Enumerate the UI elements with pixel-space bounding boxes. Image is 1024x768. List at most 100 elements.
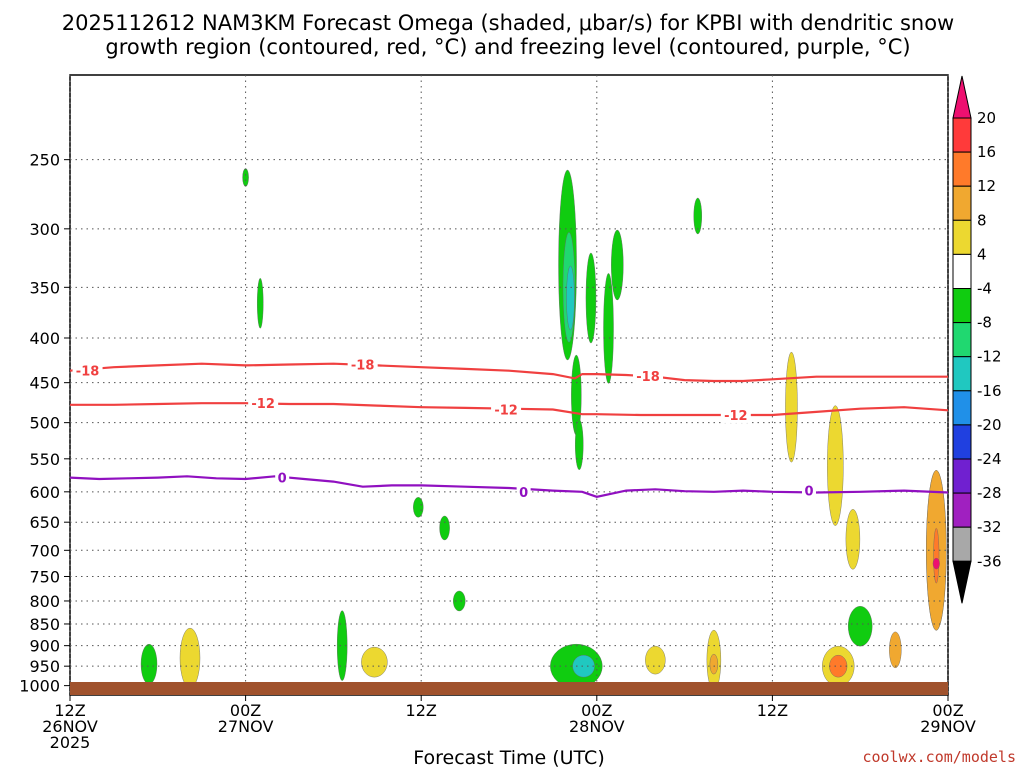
colorbar-segment-3 bbox=[952, 185, 972, 221]
omega-shading-layer bbox=[140, 168, 947, 691]
y-tick-label-500: 500 bbox=[29, 414, 60, 433]
ground-surface bbox=[70, 682, 948, 695]
omega-cell-5 bbox=[585, 252, 597, 344]
omega-cell-29 bbox=[645, 645, 666, 675]
omega-cell-9 bbox=[257, 278, 264, 329]
x-tick-label-0-1: 26NOV bbox=[42, 717, 98, 736]
colorbar-segment-9 bbox=[952, 390, 972, 426]
x-tick-label-5-0: 00Z bbox=[932, 701, 963, 720]
colorbar-label-5: -4 bbox=[977, 280, 992, 298]
contour-label-bg-0-2 bbox=[633, 367, 664, 384]
omega-cell-13 bbox=[140, 643, 158, 685]
omega-cell-10 bbox=[242, 168, 249, 187]
y-tick-label-300: 300 bbox=[29, 220, 60, 239]
colorbar-segment-11 bbox=[952, 458, 972, 494]
omega-cell-28 bbox=[361, 646, 388, 678]
omega-cell-2 bbox=[566, 265, 575, 331]
colorbar-segment-12 bbox=[952, 492, 972, 528]
plot-area bbox=[69, 74, 949, 696]
colorbar-label-0: 20 bbox=[977, 109, 996, 127]
colorbar-label-10: -24 bbox=[977, 450, 1002, 468]
y-tick-label-950: 950 bbox=[29, 657, 60, 676]
omega-cell-21 bbox=[932, 557, 940, 570]
contour-label-1-1: -12 bbox=[494, 404, 518, 419]
x-tick-label-4-0: 12Z bbox=[757, 701, 788, 720]
colorbar-label-1: 16 bbox=[977, 143, 996, 161]
x-tick-label-3-0: 00Z bbox=[581, 701, 612, 720]
colorbar-label-9: -20 bbox=[977, 416, 1002, 434]
colorbar-label-11: -28 bbox=[977, 484, 1002, 502]
pressure-axis: 250 300 350 400 450 500 550 600 650 700 750 800 850 9… bbox=[19, 151, 70, 696]
omega-cell-14 bbox=[336, 610, 348, 681]
y-tick-label-400: 400 bbox=[29, 329, 60, 348]
colorbar-segment-10 bbox=[952, 424, 972, 460]
y-tick-label-800: 800 bbox=[29, 592, 60, 611]
contour-label-1-2: -12 bbox=[724, 409, 748, 424]
colorbar-label-6: -8 bbox=[977, 314, 992, 332]
colorbar-label-4: 4 bbox=[977, 245, 987, 263]
credit-text: coolwx.com/models bbox=[862, 748, 1016, 766]
omega-cell-33 bbox=[413, 497, 424, 518]
colorbar-label-7: -12 bbox=[977, 348, 1002, 366]
contour-label-0-2: -18 bbox=[636, 370, 660, 385]
x-axis-label: Forecast Time (UTC) bbox=[413, 747, 604, 768]
omega-cell-12 bbox=[572, 654, 595, 678]
colorbar-segment-8 bbox=[952, 356, 972, 392]
y-tick-label-350: 350 bbox=[29, 278, 60, 297]
contour-label-bg-2-0 bbox=[275, 469, 290, 486]
omega-cell-4 bbox=[575, 419, 584, 470]
y-tick-label-1000: 1000 bbox=[19, 677, 60, 696]
omega-cell-27 bbox=[179, 627, 201, 689]
omega-cell-17 bbox=[845, 509, 861, 570]
colorbar-top-arrow bbox=[952, 75, 972, 119]
y-tick-label-850: 850 bbox=[29, 615, 60, 634]
contour-label-0-1: -18 bbox=[351, 359, 375, 374]
colorbar-segment-4 bbox=[952, 219, 972, 255]
colorbar-label-12: -32 bbox=[977, 518, 1002, 536]
y-tick-label-700: 700 bbox=[29, 541, 60, 560]
chart-title-line2: growth region (contoured, red, °C) and f… bbox=[105, 35, 910, 59]
omega-cell-15 bbox=[785, 351, 798, 463]
contour-label-bg-1-1 bbox=[491, 401, 522, 418]
colorbar-segment-6 bbox=[952, 288, 972, 324]
colorbar-segment-2 bbox=[952, 151, 972, 187]
colorbar-label-2: 12 bbox=[977, 177, 996, 195]
colorbar-segment-5 bbox=[952, 253, 972, 289]
contour-label-2-2: 0 bbox=[804, 485, 813, 500]
colorbar-segment-7 bbox=[952, 322, 972, 358]
contour-label-bg-2-1 bbox=[516, 483, 531, 500]
omega-cell-25 bbox=[709, 653, 719, 675]
colorbar-segment-1 bbox=[952, 117, 972, 153]
contour-label-2-0: 0 bbox=[278, 472, 287, 487]
omega-cell-8 bbox=[693, 197, 702, 235]
colorbar-label-8: -16 bbox=[977, 382, 1002, 400]
colorbar-label-13: -36 bbox=[977, 552, 1002, 570]
x-tick-label-1-0: 00Z bbox=[230, 701, 261, 720]
omega-cell-7 bbox=[611, 229, 624, 301]
chart-title-line1: 2025112612 NAM3KM Forecast Omega (shaded… bbox=[62, 11, 954, 35]
contour-label-bg-1-0 bbox=[248, 395, 279, 412]
contour-label-bg-0-0 bbox=[72, 362, 103, 379]
omega-cell-31 bbox=[453, 590, 466, 612]
contour-label-0-0: -18 bbox=[76, 365, 100, 380]
contour-label-bg-0-1 bbox=[347, 356, 378, 373]
y-tick-label-650: 650 bbox=[29, 513, 60, 532]
contour-line-0 bbox=[69, 362, 948, 383]
x-tick-label-0-2: 2025 bbox=[50, 733, 91, 752]
y-tick-label-550: 550 bbox=[29, 450, 60, 469]
x-tick-label-5-1: 29NOV bbox=[920, 717, 976, 736]
colorbar-bottom-arrow bbox=[952, 560, 972, 604]
omega-cell-6 bbox=[603, 273, 614, 384]
y-tick-label-600: 600 bbox=[29, 483, 60, 502]
y-tick-label-750: 750 bbox=[29, 567, 60, 586]
y-tick-label-250: 250 bbox=[29, 151, 60, 170]
x-tick-label-1-1: 27NOV bbox=[218, 717, 274, 736]
omega-cell-23 bbox=[829, 654, 848, 678]
contour-label-2-1: 0 bbox=[519, 486, 528, 501]
y-tick-label-450: 450 bbox=[29, 374, 60, 393]
contour-label-1-0: -12 bbox=[251, 397, 275, 412]
contour-label-bg-1-2 bbox=[720, 406, 751, 423]
x-tick-label-2-0: 12Z bbox=[406, 701, 437, 720]
x-tick-label-3-1: 28NOV bbox=[569, 717, 625, 736]
